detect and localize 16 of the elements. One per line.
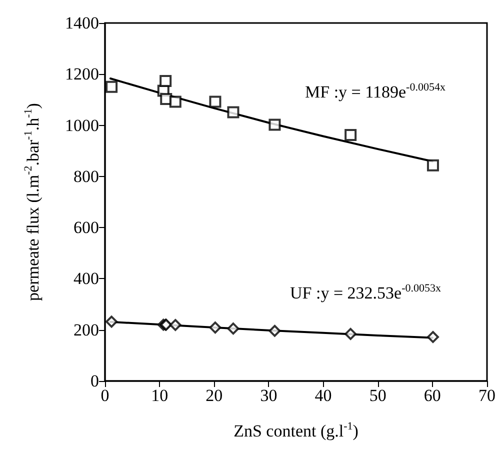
- y-tick-label: 800: [74, 166, 99, 186]
- x-tick-label: 70: [478, 386, 496, 405]
- y-tick-label: 0: [90, 372, 99, 390]
- y-tick-label: 1400: [65, 14, 99, 32]
- y-tick-label: 200: [74, 320, 99, 340]
- x-tick-label: 20: [206, 386, 223, 405]
- y-tick-label: 1000: [65, 116, 99, 135]
- y-tick-label: 400: [74, 269, 99, 288]
- x-tick-label: 10: [151, 386, 168, 405]
- y-tick-label: 1200: [65, 64, 99, 84]
- x-tick-label: 40: [314, 386, 332, 405]
- x-tick-label: 50: [369, 386, 386, 405]
- y-axis-title: permeate flux (l.m-2.bar-1.h-1): [22, 103, 42, 301]
- x-tick-label: 60: [424, 386, 441, 405]
- x-tick-label: 30: [260, 386, 278, 405]
- y-tick-label: 600: [74, 218, 99, 238]
